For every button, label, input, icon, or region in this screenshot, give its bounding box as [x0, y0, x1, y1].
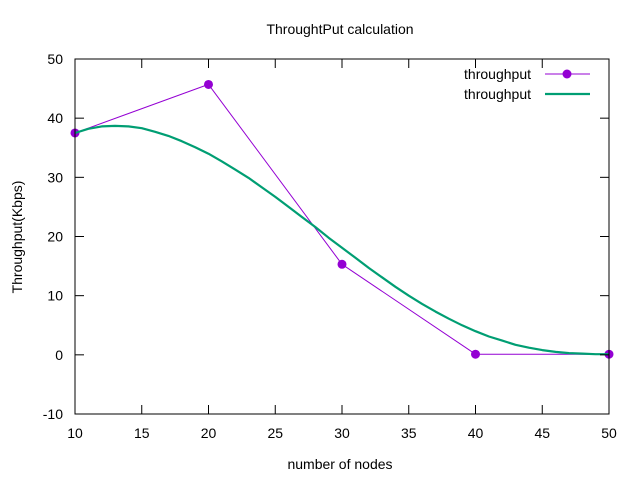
x-tick-label: 30 [334, 425, 350, 441]
data-point [337, 259, 347, 269]
x-tick-label: 40 [468, 425, 484, 441]
x-axis-title: number of nodes [287, 456, 392, 472]
x-tick-label: 25 [267, 425, 283, 441]
legend: throughput throughput [464, 66, 590, 102]
series-layer [70, 79, 614, 359]
legend-label: throughput [464, 86, 531, 102]
x-tick-label: 20 [201, 425, 217, 441]
plot-frame [74, 58, 610, 415]
x-tick-label: 10 [67, 425, 83, 441]
y-tick-label: 40 [47, 110, 63, 126]
y-tick-label: 20 [47, 229, 63, 245]
chart-title: ThroughtPut calculation [266, 21, 413, 37]
x-tick-label: 15 [134, 425, 150, 441]
series-line-2 [74, 124, 609, 356]
series-line-1 [74, 83, 609, 355]
y-axis-title: Throughput(Kbps) [9, 181, 25, 294]
x-tick-label: 50 [601, 425, 617, 441]
axes-layer: 10 15 20 25 30 35 40 45 50 -10 0 10 20 30 40 50 [43, 51, 617, 441]
y-tick-label: 10 [47, 288, 63, 304]
x-tick-label: 35 [401, 425, 417, 441]
legend-marker [562, 69, 572, 79]
y-tick-label: 0 [55, 347, 63, 363]
y-tick-label: 30 [47, 169, 63, 185]
data-point [471, 349, 480, 359]
legend-label: throughput [464, 66, 531, 82]
data-point [204, 79, 213, 89]
x-tick-label: 45 [534, 425, 550, 441]
y-tick-label: -10 [43, 406, 63, 422]
y-tick-label: 50 [47, 51, 63, 67]
